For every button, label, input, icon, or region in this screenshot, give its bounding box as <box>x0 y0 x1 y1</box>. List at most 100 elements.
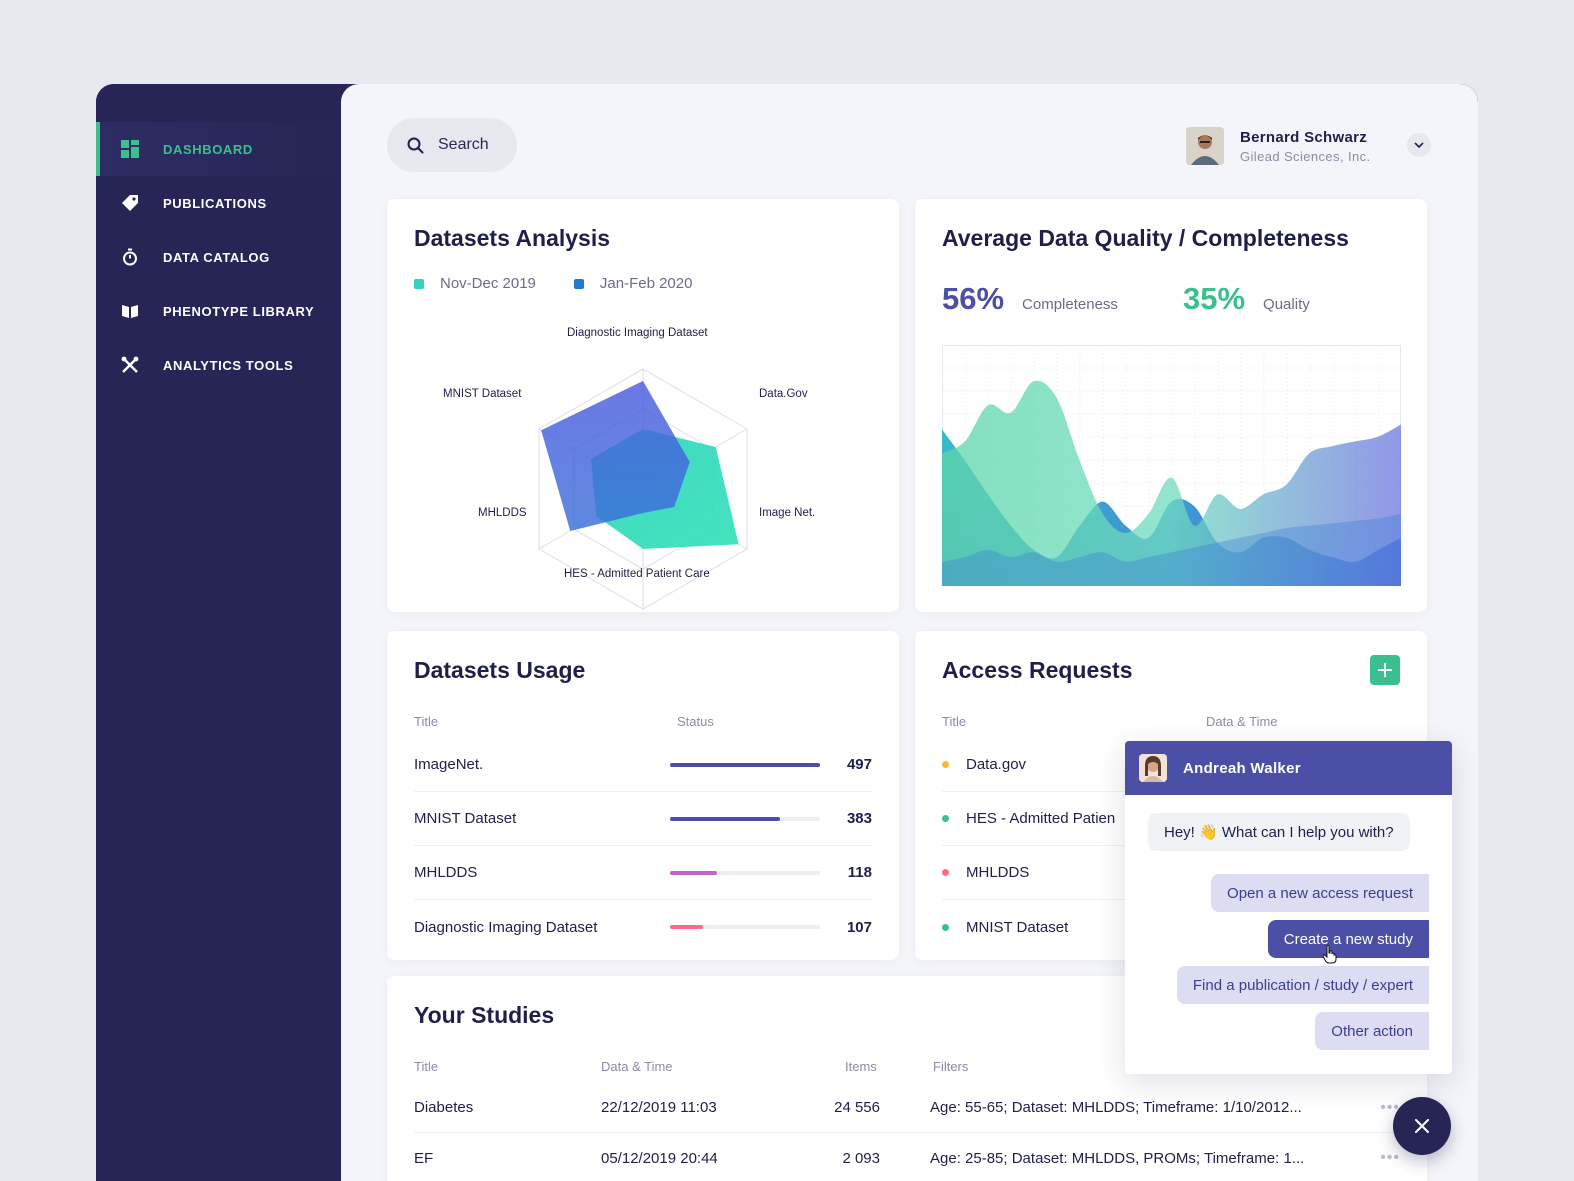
sidebar-item-label: DASHBOARD <box>163 141 253 157</box>
user-profile[interactable]: Bernard Schwarz Gilead Sciences, Inc. <box>1186 126 1371 166</box>
status-bar-fill <box>670 816 780 821</box>
row-count: 497 <box>846 756 872 773</box>
card-title: Your Studies <box>414 1002 555 1028</box>
column-header-title: Title <box>414 1059 439 1074</box>
card-title: Access Requests <box>942 657 1133 683</box>
row-title: Data.gov <box>966 756 1027 773</box>
chat-contact-name: Andreah Walker <box>1183 759 1301 777</box>
chat-popup: Andreah Walker Hey! 👋 What can I help yo… <box>1125 741 1452 1074</box>
column-header-status: Status <box>677 714 714 729</box>
quality-kpi: 35% Quality <box>1183 281 1310 317</box>
column-header-filters: Filters <box>933 1059 969 1074</box>
chart-legend: Nov-Dec 2019 Jan-Feb 2020 <box>414 275 730 292</box>
status-bar <box>670 816 820 821</box>
column-header-date: Data & Time <box>601 1059 673 1074</box>
completeness-label: Completeness <box>1022 296 1118 313</box>
dashboard-icon <box>121 140 139 158</box>
close-icon <box>1415 1119 1429 1133</box>
study-date: 22/12/2019 11:03 <box>601 1099 717 1116</box>
completeness-kpi: 56% Completeness <box>942 281 1118 317</box>
study-items: 24 556 <box>834 1099 880 1116</box>
sidebar-item-label: PHENOTYPE LIBRARY <box>163 303 315 319</box>
row-title: MNIST Dataset <box>414 810 517 827</box>
study-title: EF <box>414 1149 434 1167</box>
radar-axis-label: HES - Admitted Patient Care <box>564 568 710 580</box>
status-bar <box>670 925 820 929</box>
more-options-icon[interactable]: ••• <box>1380 1098 1400 1116</box>
row-count: 383 <box>846 810 872 827</box>
sidebar-item-label: PUBLICATIONS <box>163 195 267 211</box>
status-dot <box>942 923 949 931</box>
sidebar-item-analytics-tools[interactable]: ANALYTICS TOOLS <box>96 338 346 392</box>
chat-option-find-publication[interactable]: Find a publication / study / expert <box>1176 966 1429 1004</box>
avatar <box>1186 127 1224 165</box>
radar-chart <box>538 368 748 610</box>
status-bar-fill <box>670 925 703 929</box>
table-row[interactable]: EF 05/12/2019 20:44 2 093 Age: 25-85; Datas… <box>414 1133 1400 1181</box>
area-chart <box>942 345 1401 586</box>
table-row[interactable]: Diabetes 22/12/2019 11:03 24 556 Age: 55-65… <box>414 1083 1400 1133</box>
table-row[interactable]: MNIST Dataset <box>942 900 1400 954</box>
sidebar-item-dashboard[interactable]: DASHBOARD <box>96 122 346 176</box>
sidebar: DASHBOARD PUBLICATIONS DATA CATALOG PHEN… <box>96 84 356 1181</box>
sidebar-item-publications[interactable]: PUBLICATIONS <box>96 176 346 230</box>
legend-swatch <box>414 278 424 289</box>
table-row[interactable]: Diagnostic Imaging Dataset 107 <box>414 900 872 954</box>
close-chat-button[interactable] <box>1393 1097 1451 1155</box>
datasets-usage-card: Datasets Usage Title Status ImageNet. 497… <box>387 631 899 960</box>
user-menu-toggle[interactable] <box>1407 133 1431 157</box>
row-title: ImageNet. <box>414 756 484 773</box>
chat-greeting: Hey! 👋 What can I help you with? <box>1148 813 1410 851</box>
chat-option-other[interactable]: Other action <box>1315 1012 1429 1050</box>
datasets-analysis-card: Datasets Analysis Nov-Dec 2019 Jan-Feb 2… <box>387 199 899 612</box>
study-filters: Age: 55-65; Dataset: MHLDDS; Timeframe: … <box>930 1099 1302 1116</box>
completeness-value: 56% <box>942 281 1005 316</box>
tools-icon <box>121 356 139 374</box>
tag-icon <box>121 194 139 212</box>
search-icon <box>407 137 424 153</box>
chat-option-access-request[interactable]: Open a new access request <box>1211 874 1429 912</box>
hand-cursor-icon <box>1322 944 1337 964</box>
stopwatch-icon <box>121 248 139 266</box>
more-options-icon[interactable]: ••• <box>1380 1149 1400 1166</box>
legend-label: Jan-Feb 2020 <box>599 275 693 292</box>
table-row[interactable]: MNIST Dataset 383 <box>414 792 872 846</box>
area-series-3 <box>942 513 1401 586</box>
table-row[interactable]: ImageNet. 497 <box>414 738 872 792</box>
add-request-button[interactable] <box>1370 655 1400 685</box>
row-title: MHLDDS <box>966 864 1030 881</box>
study-title: Diabetes <box>414 1099 474 1116</box>
status-bar <box>670 870 820 875</box>
data-quality-card: Average Data Quality / Completeness 56% … <box>915 199 1427 612</box>
table-row[interactable]: MHLDDS 118 <box>414 846 872 900</box>
legend-label: Nov-Dec 2019 <box>440 275 536 292</box>
status-bar-fill <box>670 762 820 767</box>
sidebar-item-phenotype-library[interactable]: PHENOTYPE LIBRARY <box>96 284 346 338</box>
card-title: Datasets Analysis <box>414 225 611 251</box>
user-name: Bernard Schwarz <box>1240 128 1368 146</box>
row-title: MNIST Dataset <box>966 918 1069 936</box>
radar-axis-label: Image Net. <box>759 507 816 519</box>
your-studies-card: Your Studies Title Data & Time Items Fil… <box>387 976 1427 1181</box>
legend-item: Nov-Dec 2019 <box>414 275 536 292</box>
studies-table: Diabetes 22/12/2019 11:03 24 556 Age: 55-65… <box>387 1083 1427 1181</box>
legend-swatch <box>573 278 584 289</box>
chat-option-create-study[interactable]: Create a new study <box>1267 920 1429 958</box>
status-bar <box>670 762 820 767</box>
status-bar-fill <box>670 870 717 875</box>
chat-header: Andreah Walker <box>1125 741 1452 795</box>
book-icon <box>121 302 139 320</box>
row-title: Diagnostic Imaging Dataset <box>414 918 598 936</box>
quality-label: Quality <box>1263 296 1310 313</box>
row-title: MHLDDS <box>414 864 478 881</box>
search-input[interactable]: Search <box>387 118 517 172</box>
study-items: 2 093 <box>842 1149 880 1167</box>
radar-series-2 <box>541 381 690 531</box>
radar-axis-label: Diagnostic Imaging Dataset <box>567 327 708 339</box>
study-date: 05/12/2019 20:44 <box>601 1149 718 1167</box>
radar-axis-label: Data.Gov <box>759 388 808 400</box>
column-header-items: Items <box>845 1059 877 1074</box>
area-series-2 <box>942 380 1401 586</box>
sidebar-item-data-catalog[interactable]: DATA CATALOG <box>96 230 346 284</box>
row-title: HES - Admitted Patien <box>966 810 1116 827</box>
